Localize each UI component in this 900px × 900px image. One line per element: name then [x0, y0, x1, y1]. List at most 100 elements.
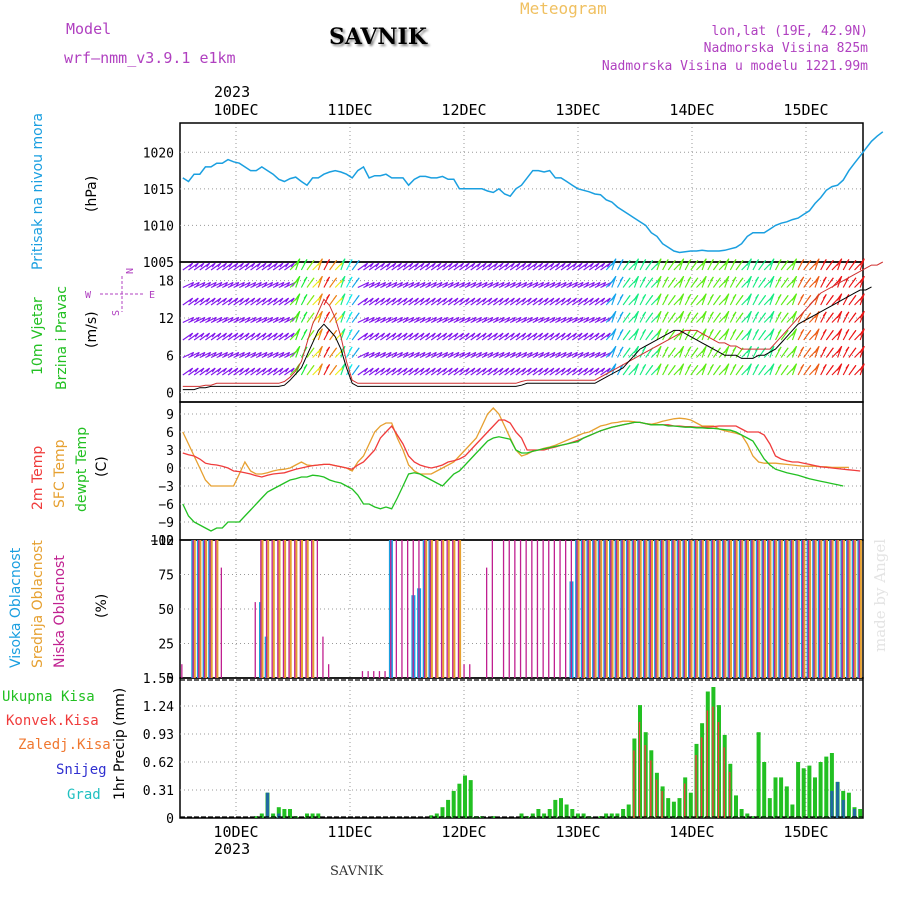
- wind-barb: [182, 281, 194, 288]
- wind-barb: [555, 297, 566, 306]
- wind-barb-flag: [333, 294, 338, 300]
- total-precip-bar: [446, 799, 451, 818]
- wind-barb: [238, 262, 250, 271]
- wind-barb: [216, 281, 228, 288]
- low-cloud-bar: [536, 540, 539, 678]
- wind-barb: [425, 281, 437, 288]
- wind-barb-flag: [860, 310, 865, 316]
- wind-barb: [414, 351, 426, 358]
- mid-cloud-bar: [809, 540, 812, 678]
- low-cloud-bar: [198, 540, 200, 678]
- low-cloud-bar: [576, 540, 578, 678]
- wind-barb: [188, 332, 199, 341]
- low-cloud-bar: [305, 540, 307, 678]
- wind-barb-flag: [522, 262, 527, 268]
- low-cloud-bar: [627, 540, 629, 678]
- panel-frame: [179, 122, 864, 263]
- wind-barb: [250, 297, 261, 306]
- low-cloud-bar: [847, 540, 849, 678]
- wind-barb: [397, 281, 409, 288]
- low-cloud-bar: [751, 540, 753, 678]
- wind-barb: [408, 281, 420, 288]
- y-tick-label: 1005: [143, 256, 174, 271]
- wind-barb-flag: [348, 346, 353, 352]
- wind-barb-flag: [245, 367, 250, 373]
- wind-barb: [430, 262, 442, 271]
- wind-barb-flag: [739, 259, 744, 265]
- wind-barb-flag: [626, 259, 631, 265]
- mid-cloud-bar: [295, 540, 298, 678]
- total-precip-bar: [858, 809, 863, 818]
- wind-barb: [210, 281, 223, 288]
- wind-barb-flag: [626, 312, 631, 318]
- wind-barb-flag: [505, 262, 510, 268]
- wind-barb-flag: [420, 262, 425, 268]
- mid-cloud-bar: [792, 540, 795, 678]
- wind-barb-flag: [793, 293, 797, 299]
- wind-barb: [447, 281, 460, 288]
- total-precip-bar: [457, 783, 462, 818]
- wind-barb-flag: [223, 297, 227, 303]
- total-precip-bar: [429, 815, 434, 818]
- wind-barb: [414, 316, 426, 323]
- mid-cloud-bar: [769, 540, 772, 678]
- wind-barb: [272, 281, 285, 288]
- wind-barb-flag: [838, 328, 843, 334]
- wind-barb: [509, 262, 521, 271]
- wind-barb: [679, 363, 685, 376]
- conv-precip-bar: [712, 706, 714, 818]
- wind-barb-flag: [477, 297, 481, 303]
- wind-barb: [391, 367, 402, 376]
- wind-barb-flag: [556, 332, 560, 338]
- wind-barb: [453, 297, 464, 306]
- low-cloud-bar: [265, 540, 268, 678]
- wind-barb: [509, 351, 522, 358]
- wind-barb: [859, 293, 865, 306]
- wind-barb: [459, 281, 471, 288]
- wind-barb-flag: [822, 346, 827, 352]
- wind-barb: [633, 328, 640, 341]
- wind-barb: [357, 332, 368, 341]
- wind-barb: [199, 297, 210, 306]
- wind-barb: [193, 281, 206, 288]
- wind-barb: [701, 363, 707, 376]
- wind-barb-flag: [279, 297, 284, 303]
- wind-barb-flag: [355, 329, 360, 335]
- wind-barb-flag: [355, 259, 360, 265]
- low-cloud-bar: [514, 540, 516, 678]
- wind-barb-flag: [245, 297, 250, 303]
- wind-barb: [182, 316, 194, 323]
- mid-cloud-bar: [803, 540, 806, 678]
- wind-barb-flag: [829, 259, 834, 265]
- wind-barb: [357, 281, 369, 288]
- wind-barb: [588, 332, 600, 341]
- wind-barb: [222, 351, 234, 358]
- wind-barb: [363, 332, 374, 341]
- mid-cloud-bar: [634, 540, 637, 678]
- wind-barb: [555, 316, 567, 323]
- wind-barb: [272, 351, 285, 358]
- wind-barb-flag: [200, 332, 205, 338]
- wind-barb: [261, 367, 272, 376]
- wind-barb-flag: [234, 297, 239, 303]
- wind-barb: [267, 332, 278, 341]
- wind-barb-flag: [223, 332, 227, 338]
- low-cloud-bar: [446, 540, 448, 678]
- wind-barb: [210, 332, 222, 341]
- wind-barb-flag: [606, 367, 611, 373]
- wind-barb: [278, 281, 290, 288]
- wind-barb-flag: [619, 346, 624, 352]
- wind-barb-flag: [403, 262, 408, 268]
- wind-barb: [476, 367, 487, 376]
- wind-barb: [583, 262, 594, 271]
- wind-barb-flag: [341, 310, 346, 316]
- wind-barb: [363, 316, 375, 323]
- low-cloud-bar: [757, 540, 759, 678]
- wind-barb-flag: [369, 297, 374, 303]
- x-tick-label-top: 12DEC: [441, 101, 486, 119]
- wind-barb-flag: [234, 332, 239, 338]
- wind-barb-flag: [341, 293, 346, 299]
- wind-barb: [233, 351, 245, 358]
- legend-snow: Snijeg: [56, 762, 107, 778]
- wind-barb: [633, 293, 640, 306]
